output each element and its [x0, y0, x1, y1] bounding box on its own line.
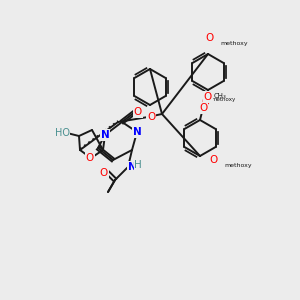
Text: methoxy: methoxy	[212, 97, 236, 102]
Text: O: O	[206, 33, 214, 43]
Text: O: O	[86, 153, 94, 163]
Text: O: O	[204, 92, 212, 102]
Text: O: O	[199, 103, 207, 113]
Text: O: O	[100, 168, 108, 178]
Text: O: O	[147, 112, 155, 122]
Text: O: O	[201, 97, 209, 107]
Text: methoxy: methoxy	[220, 41, 248, 46]
Text: O: O	[210, 155, 218, 165]
Text: methoxy: methoxy	[224, 163, 252, 168]
Text: N: N	[100, 130, 109, 140]
Text: H: H	[134, 160, 142, 170]
Text: N: N	[128, 162, 136, 172]
Text: CH₃: CH₃	[214, 93, 227, 99]
Text: N: N	[133, 127, 141, 137]
Text: O: O	[134, 107, 142, 117]
Text: HO: HO	[55, 128, 70, 138]
